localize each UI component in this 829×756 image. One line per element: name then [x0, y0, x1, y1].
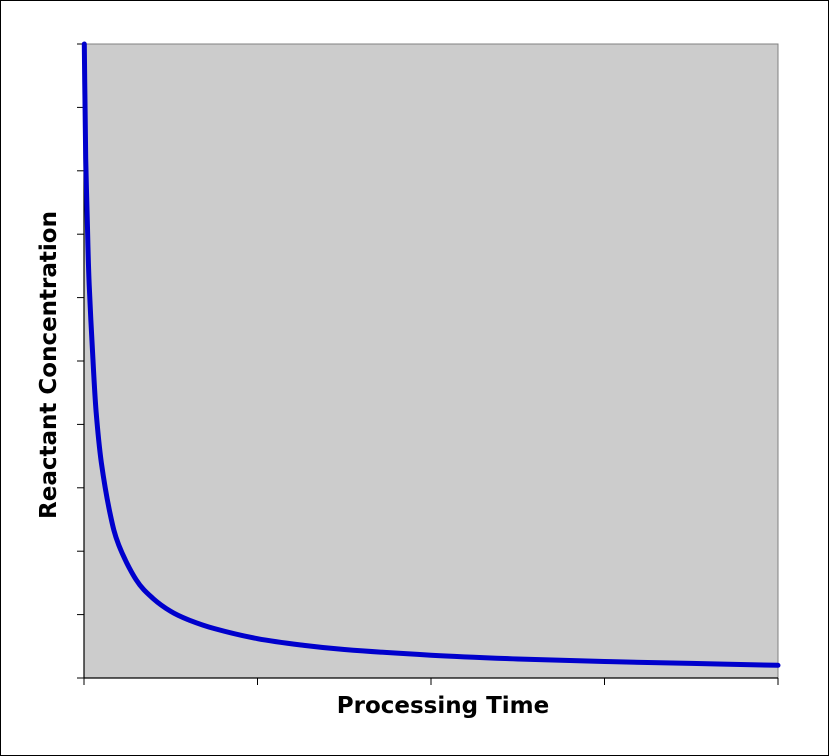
- series-layer: [81, 41, 781, 668]
- x-axis-title: Processing Time: [337, 693, 549, 719]
- y-axis-title: Reactant Concentration: [36, 211, 62, 519]
- x-axis: [83, 677, 779, 685]
- y-axis: [77, 43, 85, 679]
- series-line-1: [81, 41, 781, 668]
- plot-area: [83, 43, 779, 679]
